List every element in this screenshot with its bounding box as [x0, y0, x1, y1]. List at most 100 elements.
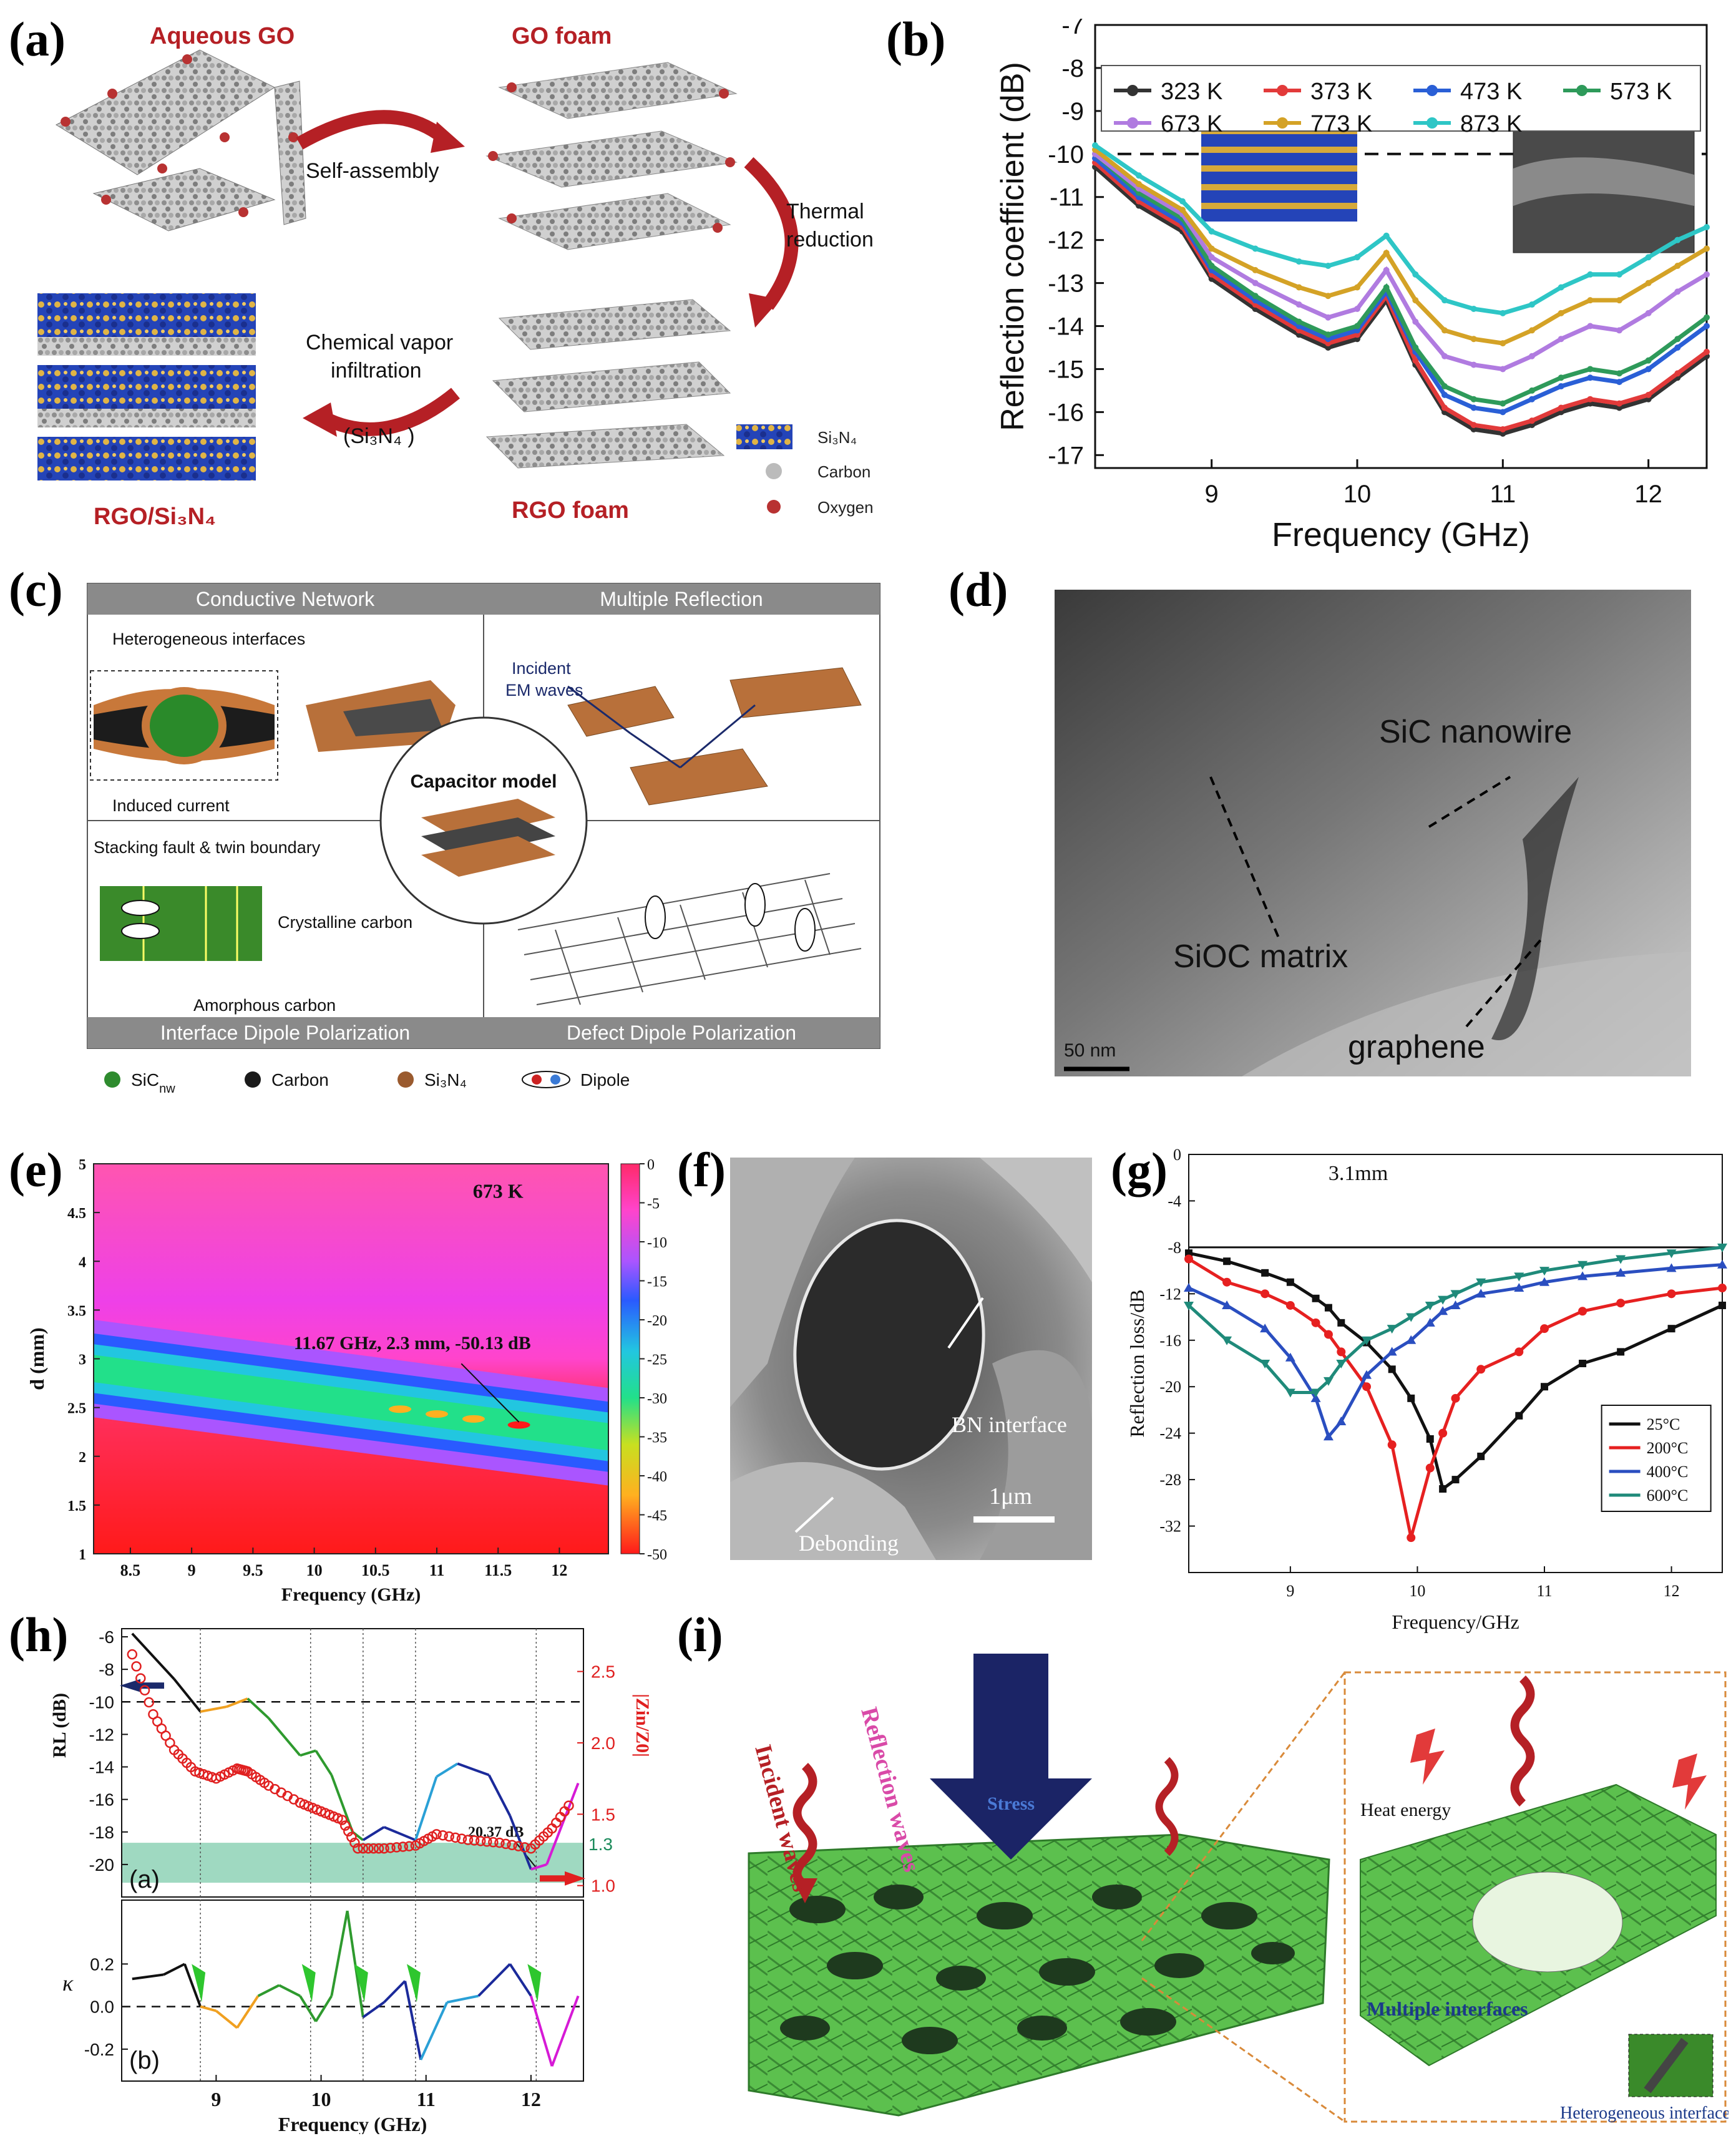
- data-point: [1704, 323, 1710, 329]
- data-point: [1616, 297, 1622, 304]
- y-tick-label: 4: [79, 1254, 86, 1270]
- series-line-373K: [1093, 160, 1709, 432]
- data-point: [1514, 1347, 1524, 1357]
- data-point: [1425, 1301, 1435, 1310]
- sicnw-dot-icon: [104, 1071, 120, 1088]
- zin-point: [475, 1836, 486, 1846]
- data-point: [1136, 172, 1142, 179]
- y-axis-label-right: |Zin/Z0|: [632, 1694, 649, 1757]
- rgo-foam-title: RGO foam: [512, 497, 629, 524]
- heterogeneous-interface-label: Heterogeneous interface: [1560, 2104, 1729, 2123]
- series-line: [1187, 1257, 1723, 1538]
- data-point: [1184, 1283, 1194, 1292]
- y-tick-label: -18: [89, 1823, 114, 1842]
- inset-sem-layer: [1513, 157, 1694, 206]
- data-point: [1407, 1394, 1415, 1402]
- y2-tick-label: 2.0: [591, 1734, 615, 1753]
- data-point: [1587, 374, 1594, 381]
- chart-h: -6 -8 -10 -12 -14 -16 -18 -20 1.0 1.5 2.0 2.5 0.2 0.0…: [49, 1627, 649, 2134]
- si3n4-lattice-icon: [736, 424, 792, 449]
- y-tick-label: 1: [79, 1547, 86, 1563]
- legend-marker: [1426, 117, 1438, 129]
- data-point: [1515, 1412, 1523, 1420]
- y-tick-label: -8: [1168, 1239, 1181, 1257]
- panel-label-i: (i): [677, 1607, 723, 1662]
- rl-segment: [362, 1826, 385, 1841]
- kappa-segment: [215, 2009, 238, 2029]
- dipole-icon: [522, 1071, 570, 1088]
- legend-si3n4: Si₃N₄: [817, 428, 857, 447]
- y-tick-label: -16: [89, 1790, 114, 1810]
- kappa-segment: [362, 2001, 385, 2019]
- data-point: [1541, 1383, 1548, 1391]
- chart-g: 0 -4 -8 -12 -16 -20 -24 -28 -32 9 10 11 12 Frequency/…: [1126, 1148, 1727, 1633]
- reflection-wave: [1155, 1757, 1179, 1856]
- data-point: [1558, 310, 1564, 316]
- kappa-segment: [132, 1973, 164, 1981]
- green-arrow-icon: [527, 1964, 542, 2002]
- data-point: [1616, 404, 1622, 411]
- rl-segment: [173, 1678, 202, 1713]
- x-tick-label: 12: [1634, 480, 1662, 508]
- y-tick-label: -28: [1159, 1471, 1181, 1489]
- data-point: [1587, 323, 1594, 329]
- x-tick-label: 9: [1286, 1582, 1294, 1600]
- data-point: [1587, 366, 1594, 373]
- y-tick-label: 4.5: [67, 1206, 86, 1222]
- data-point: [1310, 1393, 1321, 1402]
- data-point: [1295, 318, 1302, 325]
- y-axis-label: d (mm): [26, 1327, 48, 1390]
- bn-interface-label: BN interface: [952, 1412, 1067, 1437]
- x-tick-label: 9: [1205, 480, 1219, 508]
- heat-bolt-icon: [1672, 1753, 1707, 1810]
- y-tick-label: -32: [1159, 1518, 1181, 1536]
- chart-title: 3.1mm: [1329, 1162, 1388, 1185]
- data-point: [1311, 1318, 1320, 1327]
- data-point: [1477, 1452, 1485, 1460]
- y-tick-label: -12: [89, 1725, 114, 1744]
- zin-point: [519, 1842, 530, 1853]
- data-point: [1208, 228, 1215, 235]
- zin-point: [346, 1831, 357, 1843]
- colorbar-label: -30: [647, 1391, 667, 1407]
- zin-point: [339, 1820, 351, 1831]
- zin-point: [363, 1843, 374, 1854]
- y-tick-label: 2: [79, 1450, 86, 1466]
- y-tick-label: -10: [89, 1692, 114, 1712]
- y-tick-label: -12: [1048, 227, 1084, 255]
- kappa-segment: [278, 1984, 301, 1997]
- y2-tick-label: 2.5: [591, 1662, 615, 1682]
- series-line-673K: [1093, 152, 1708, 372]
- y-axis-label-lower: κ: [62, 1971, 74, 1996]
- rl-segment: [200, 1705, 227, 1713]
- y-tick-label: -13: [1048, 270, 1084, 298]
- scale-label-d: 50 nm: [1064, 1040, 1116, 1061]
- go-foam-title: GO foam: [512, 23, 612, 49]
- cvi-arrow: [321, 388, 460, 436]
- data-point: [1441, 383, 1448, 390]
- x-tick-label: 10: [1343, 480, 1372, 508]
- zin-point: [444, 1831, 454, 1842]
- kappa-segment: [257, 1984, 280, 1997]
- rl-segment: [457, 1762, 490, 1777]
- data-point: [1295, 284, 1302, 291]
- panel-c-legend: SiCnw Carbon Si₃N₄ Dipole: [104, 1070, 630, 1096]
- data-point: [1441, 404, 1448, 411]
- data-point: [1222, 1277, 1232, 1287]
- inset-schematic-layer: [1201, 184, 1357, 190]
- legend-label: 373 K: [1310, 79, 1372, 105]
- colorbar-label: -15: [647, 1274, 667, 1290]
- data-point: [1578, 1307, 1587, 1316]
- zin-point: [462, 1835, 474, 1845]
- panel-f-sem: BN interface Debonding 1μm: [730, 1158, 1092, 1560]
- data-point: [1514, 1272, 1524, 1282]
- si3n4-dot-icon: [397, 1071, 414, 1088]
- zin-point: [391, 1842, 402, 1853]
- x-axis-label: Frequency (GHz): [281, 1584, 421, 1605]
- kappa-segment: [346, 1910, 364, 2017]
- x-tick-label: 10: [306, 1561, 323, 1579]
- amorphous-carbon-label: Amorphous carbon: [193, 996, 336, 1015]
- x-tick-label: 10: [311, 2088, 331, 2110]
- data-point: [1616, 1299, 1626, 1308]
- data-point: [1383, 266, 1390, 273]
